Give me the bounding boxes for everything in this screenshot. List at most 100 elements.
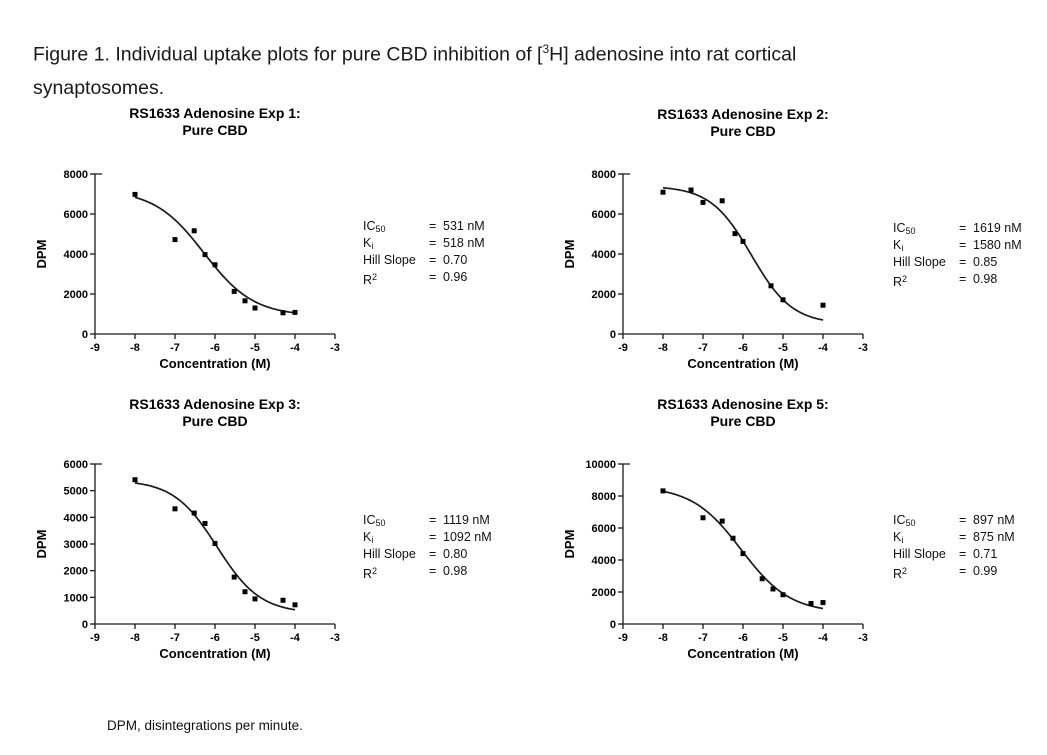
y-tick-label: 6000 (592, 523, 616, 535)
data-point (191, 228, 197, 234)
x-tick-label: -7 (698, 632, 708, 644)
data-point (759, 576, 765, 582)
data-point (700, 515, 706, 521)
stats-exp3: IC50 = 1119 nM Ki = 1092 nM Hill Slope = 0.80 … (363, 512, 533, 581)
plot-title-exp5-line1: RS1633 Adenosine Exp 5: (657, 396, 829, 412)
plot-title-exp3-line1: RS1633 Adenosine Exp 3: (129, 396, 301, 412)
data-point (202, 520, 208, 526)
x-tick-label: -9 (90, 342, 100, 354)
stat-row-hill: Hill Slope = 0.71 (893, 546, 1047, 563)
y-tick-label: 6000 (592, 209, 616, 221)
y-tick-label: 2000 (592, 289, 616, 301)
data-point (132, 191, 138, 197)
plot-exp2: 0 2000 4000 6000 8000 -9 -8 -7 -6 -5 -4 -3 Concentra… (562, 169, 868, 371)
y-tick-label: 0 (610, 619, 616, 631)
stat-row-r2: R2 = 0.96 (363, 269, 533, 287)
stat-row-hill: Hill Slope = 0.70 (363, 252, 533, 269)
equals-sign: = (959, 530, 967, 544)
stat-row-r2: R2 = 0.98 (363, 563, 533, 581)
stat-row-ic50: IC50 = 531 nM (363, 218, 533, 235)
equals-sign: = (429, 270, 437, 284)
hill-slope-value: 0.80 (443, 547, 468, 561)
x-axis-title: Concentration (M) (159, 356, 270, 371)
x-tick-label: -3 (330, 632, 340, 644)
data-point (820, 302, 826, 308)
data-point (280, 310, 286, 316)
x-tick-label: -4 (290, 342, 301, 354)
data-point (660, 488, 666, 494)
hill-slope-value: 0.85 (973, 255, 998, 269)
figure-caption-line2: synaptosomes. (33, 77, 165, 99)
figure-footnote: DPM, disintegrations per minute. (107, 718, 303, 733)
data-point (252, 305, 258, 311)
x-tick-label: -8 (130, 342, 140, 354)
x-tick-label: -7 (698, 342, 708, 354)
hill-slope-value: 0.71 (973, 547, 998, 561)
stat-row-ki: Ki = 875 nM (893, 529, 1047, 546)
x-tick-label: -3 (858, 632, 868, 644)
data-point (740, 238, 746, 244)
y-tick-label: 2000 (592, 587, 616, 599)
data-point (780, 297, 786, 303)
x-tick-label: -8 (658, 342, 668, 354)
y-axis-title: DPM (34, 530, 49, 559)
ic50-label: IC50 (363, 513, 386, 528)
x-tick-label: -6 (210, 632, 220, 644)
data-point (292, 309, 298, 315)
figure-caption-text-2: H] adenosine into rat cortical (549, 43, 797, 65)
data-point (132, 477, 138, 483)
x-axis-title: Concentration (M) (159, 646, 270, 661)
fit-curve (134, 196, 296, 314)
data-point (202, 252, 208, 258)
data-point (820, 600, 826, 606)
data-point (242, 298, 248, 304)
data-point (231, 288, 237, 294)
ic50-label: IC50 (893, 221, 916, 236)
x-tick-label: -4 (818, 342, 829, 354)
data-point (780, 592, 786, 598)
fit-curve (134, 482, 296, 611)
ki-value: 875 nM (973, 530, 1015, 544)
stat-row-ki: Ki = 1580 nM (893, 237, 1047, 254)
x-axis-title: Concentration (M) (687, 646, 798, 661)
ki-label: Ki (363, 530, 374, 545)
ki-label: Ki (893, 238, 904, 253)
hill-slope-label: Hill Slope (893, 255, 946, 269)
x-tick-label: -8 (130, 632, 140, 644)
ki-value: 518 nM (443, 236, 485, 250)
data-point (700, 199, 706, 205)
plot-exp3: 0 1000 2000 3000 4000 5000 6000 -9 -8 -7 -6 -5 -4 -3 C… (34, 459, 340, 661)
ic50-value: 897 nM (973, 513, 1015, 527)
y-tick-label: 8000 (592, 169, 616, 181)
data-point (740, 551, 746, 557)
ic50-value: 1619 nM (973, 221, 1022, 235)
ic50-label: IC50 (363, 219, 386, 234)
data-point (660, 189, 666, 195)
y-tick-label: 2000 (64, 289, 88, 301)
hill-slope-label: Hill Slope (363, 547, 416, 561)
data-point (252, 596, 258, 602)
plot-title-exp2-line2: Pure CBD (710, 123, 776, 139)
y-tick-label: 8000 (64, 169, 88, 181)
stat-row-ic50: IC50 = 1119 nM (363, 512, 533, 529)
stats-exp5: IC50 = 897 nM Ki = 875 nM Hill Slope = 0.71 R2… (893, 512, 1047, 581)
ic50-label: IC50 (893, 513, 916, 528)
equals-sign: = (429, 253, 437, 267)
y-axis-title: DPM (562, 240, 577, 269)
stat-row-hill: Hill Slope = 0.80 (363, 546, 533, 563)
data-point (292, 602, 298, 608)
r2-label: R2 (893, 274, 908, 289)
x-tick-label: -9 (618, 632, 628, 644)
data-point (719, 198, 725, 204)
data-point (719, 518, 725, 524)
data-point (212, 540, 218, 546)
ic50-value: 1119 nM (443, 513, 490, 527)
plot-title-exp5-line2: Pure CBD (710, 413, 776, 429)
data-point (688, 187, 694, 193)
equals-sign: = (959, 547, 967, 561)
y-tick-label: 4000 (592, 555, 616, 567)
x-tick-label: -6 (738, 342, 748, 354)
ki-value: 1580 nM (973, 238, 1022, 252)
ic50-value: 531 nM (443, 219, 485, 233)
